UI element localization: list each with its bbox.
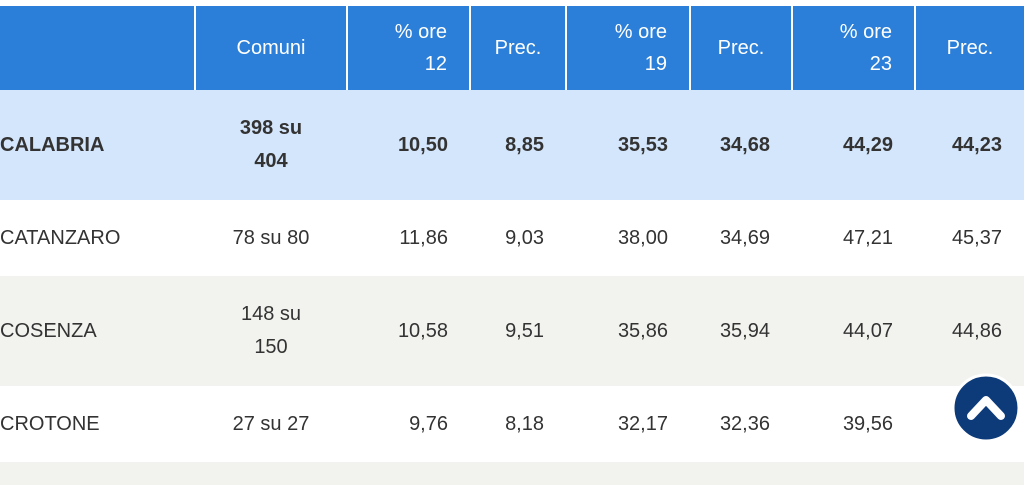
cell-value: 35,53 — [617, 133, 668, 156]
table-cell: 44,23 — [915, 90, 1024, 200]
table-cell: 9,03 — [470, 200, 566, 276]
cell-value: 11,86 — [399, 226, 448, 249]
cell-value: 47,21 — [842, 226, 893, 249]
table-cell: 45,37 — [915, 200, 1024, 276]
header-cell: Prec. — [469, 6, 566, 90]
table-cell: 9,51 — [470, 276, 566, 386]
table-cell: 44,86 — [915, 276, 1024, 386]
table-cell: CROTONE — [0, 386, 195, 462]
cell-value: 34,69 — [719, 226, 770, 249]
header-cell — [0, 6, 195, 90]
cell-value: 39,56 — [842, 412, 893, 435]
table-cell: CALABRIA — [0, 90, 195, 200]
cell-value: 148 su 150 — [240, 303, 302, 358]
cell-value: 9,51 — [505, 319, 544, 342]
table-cell: 32,17 — [566, 386, 690, 462]
header-text: % ore 12 — [394, 21, 447, 75]
table-row: CALABRIA 398 su 404 10,50 8,85 35,53 34,68 44,… — [0, 90, 1024, 200]
cell-value: 44,86 — [951, 319, 1002, 342]
scroll-top-button[interactable] — [950, 372, 1022, 444]
header-row: Comuni % ore 12 Prec. % ore 19 Prec. % ore 23… — [0, 6, 1024, 90]
table-cell: 10,50 — [347, 90, 470, 200]
table-cell: 10,58 — [347, 276, 470, 386]
table-cell: 39,56 — [792, 386, 915, 462]
table-cell: 8,18 — [470, 386, 566, 462]
table-cell: 47,21 — [792, 200, 915, 276]
header-text: Comuni — [236, 37, 306, 59]
header-text: % ore 23 — [839, 21, 892, 75]
cell-value: 32,17 — [617, 412, 668, 435]
table-cell: 35,94 — [690, 276, 792, 386]
table-cell: 11,86 — [347, 200, 470, 276]
table-cell: 32,36 — [690, 386, 792, 462]
region-name: COSENZA — [0, 319, 97, 342]
table-cell: 34,68 — [690, 90, 792, 200]
header-text: Prec. — [494, 37, 542, 59]
table-cell — [0, 462, 195, 485]
table-cell — [347, 462, 470, 485]
table-cell — [915, 462, 1024, 485]
table-cell: 44,07 — [792, 276, 915, 386]
header-cell: % ore 19 — [565, 6, 690, 90]
table-cell: 35,86 — [566, 276, 690, 386]
cell-value: 10,58 — [397, 319, 448, 342]
header-text: Prec. — [946, 37, 994, 59]
table-cell — [566, 462, 690, 485]
cell-value: 44,23 — [951, 133, 1002, 156]
table-cell — [792, 462, 915, 485]
header-cell: % ore 12 — [346, 6, 470, 90]
cell-value: 27 su 27 — [232, 412, 310, 435]
header-cell: Prec. — [914, 6, 1024, 90]
table-cell — [195, 462, 347, 485]
table-cell: 398 su 404 — [195, 90, 347, 200]
cell-value: 78 su 80 — [232, 226, 310, 249]
header-text: Prec. — [717, 37, 765, 59]
cell-value: 9,76 — [409, 412, 448, 435]
table-cell: 44,29 — [792, 90, 915, 200]
table-row: COSENZA 148 su 150 10,58 9,51 35,86 35,94 44,0… — [0, 276, 1024, 386]
cell-value: 8,85 — [505, 133, 544, 156]
cell-value: 10,50 — [397, 133, 448, 156]
cell-value: 8,18 — [505, 412, 544, 435]
table-row: CATANZARO 78 su 80 11,86 9,03 38,00 34,69 47,2… — [0, 200, 1024, 276]
header-cell: Comuni — [194, 6, 347, 90]
header-cell: Prec. — [689, 6, 792, 90]
table-cell: COSENZA — [0, 276, 195, 386]
header-text: % ore 19 — [614, 21, 667, 75]
table-cell: 38,00 — [566, 200, 690, 276]
table-cell: 8,85 — [470, 90, 566, 200]
table-body: CALABRIA 398 su 404 10,50 8,85 35,53 34,68 44,… — [0, 90, 1024, 485]
table-cell: 9,76 — [347, 386, 470, 462]
region-name: CATANZARO — [0, 226, 121, 249]
cell-value: 44,07 — [842, 319, 893, 342]
table-row — [0, 462, 1024, 485]
table-cell — [690, 462, 792, 485]
header-cell: % ore 23 — [791, 6, 915, 90]
table-cell: 78 su 80 — [195, 200, 347, 276]
cell-value: 34,68 — [719, 133, 770, 156]
table-cell: 34,69 — [690, 200, 792, 276]
cell-value: 35,94 — [719, 319, 770, 342]
table-cell — [470, 462, 566, 485]
region-name: CALABRIA — [0, 133, 105, 156]
cell-value: 32,36 — [719, 412, 770, 435]
table-cell: 35,53 — [566, 90, 690, 200]
cell-value: 398 su 404 — [239, 117, 303, 172]
cell-value: 9,03 — [505, 226, 544, 249]
cell-value: 38,00 — [617, 226, 668, 249]
table-cell: 27 su 27 — [195, 386, 347, 462]
cell-value: 45,37 — [951, 226, 1002, 249]
results-table: Comuni % ore 12 Prec. % ore 19 Prec. % ore 23… — [0, 6, 1024, 485]
table-cell: 148 su 150 — [195, 276, 347, 386]
region-name: CROTONE — [0, 412, 100, 435]
cell-value: 35,86 — [617, 319, 668, 342]
table-cell: CATANZARO — [0, 200, 195, 276]
cell-value: 44,29 — [842, 133, 893, 156]
